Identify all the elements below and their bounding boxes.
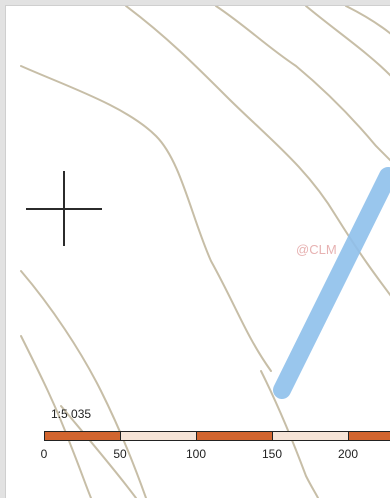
contour-line [345,6,390,35]
scale-bar-segment [121,432,197,440]
contour-line [215,6,390,162]
scale-ratio-text: 1:5 035 [51,407,92,421]
route-line[interactable] [273,167,390,399]
contour-line [305,6,390,77]
crosshair-icon [26,171,102,246]
scale-bar [44,431,390,441]
scale-label: 100 [185,447,207,461]
contour-line [20,65,272,372]
map-faint-label: @CLM [296,242,337,257]
scale-bar-segment [349,432,390,440]
scale-bar-segment [197,432,273,440]
contour-lines [20,6,390,498]
contour-line [60,405,137,498]
scale-label: 0 [40,447,48,461]
scale-bar-segment [273,432,349,440]
scale-bar-segment [45,432,121,440]
map-canvas[interactable]: @CLM [6,6,390,498]
scale-label: 50 [113,447,127,461]
map-view[interactable]: @CLM 1:5 035 0 50 100 150 200 [5,5,390,498]
contour-line [125,6,390,297]
scale-label: 200 [337,447,359,461]
scale-label: 150 [261,447,283,461]
contour-line [260,370,319,498]
contour-line [20,270,147,498]
